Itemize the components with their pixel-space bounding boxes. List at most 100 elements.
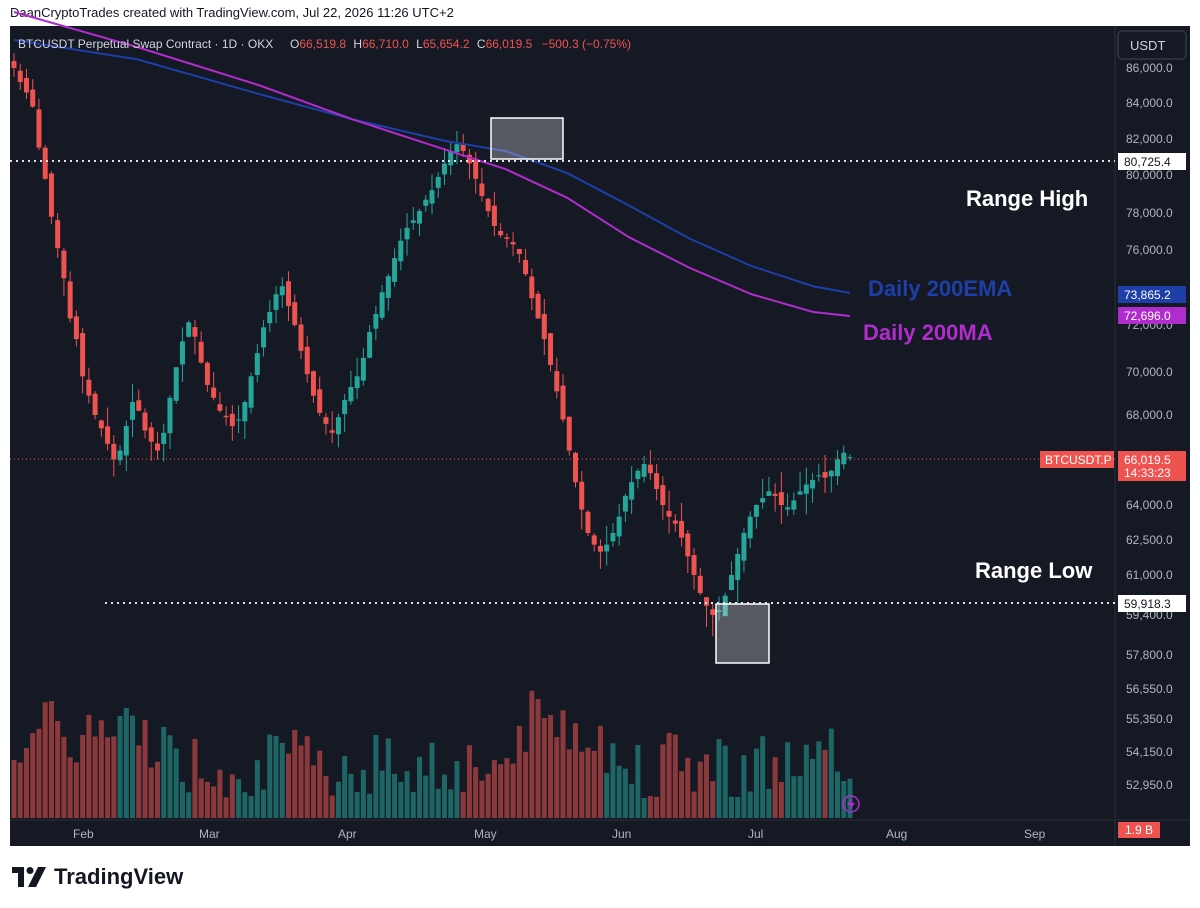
volume-bar [572, 723, 578, 818]
ma-label: Daily 200MA [863, 320, 993, 345]
candle-body [417, 211, 423, 224]
candle-body [610, 533, 616, 542]
candle-body [460, 143, 466, 152]
legend-low-value: 65,654.2 [423, 37, 470, 51]
volume-bar [616, 765, 622, 818]
volume-bar [828, 728, 834, 818]
candle-body [666, 510, 672, 517]
candle-body [198, 341, 204, 363]
volume-bar [123, 707, 129, 818]
volume-bar [148, 767, 154, 818]
range-low-tag-text: 59,918.3 [1124, 597, 1171, 611]
volume-bar [535, 699, 541, 818]
volume-bar [654, 796, 660, 818]
countdown-text: 14:33:23 [1124, 466, 1171, 480]
volume-bar [192, 738, 198, 818]
volume-bar [722, 745, 728, 818]
candle-body [510, 242, 516, 245]
volume-bar [579, 751, 585, 818]
range-low-tag [1118, 595, 1186, 612]
volume-bar [485, 773, 491, 818]
volume-bar [417, 756, 423, 818]
volume-bar [441, 774, 447, 818]
moving-average-layer [13, 11, 851, 317]
volume-bar [604, 772, 610, 818]
candle-body [67, 281, 73, 319]
symbol-name-tag [1040, 451, 1114, 468]
price-chart[interactable]: BTCUSDT Perpetual Swap Contract · 1D · O… [0, 0, 1200, 846]
price-axis[interactable]: 86,000.0 84,000.0 82,000.0 80,000.0 78,000.0… [1126, 61, 1173, 792]
legend-high-label: H [353, 37, 362, 51]
candle-body [385, 276, 391, 298]
candle-body [167, 397, 173, 434]
currency-button[interactable] [1117, 30, 1187, 60]
volume-bar [267, 734, 273, 818]
candle-body [248, 376, 254, 408]
volume-bar [797, 775, 803, 818]
volume-bar [179, 781, 185, 818]
candle-body [236, 419, 242, 421]
candle-body [217, 404, 223, 411]
volume-bar [785, 742, 791, 818]
candle-body [772, 493, 778, 496]
candle-body [111, 443, 117, 460]
candle-body [105, 426, 111, 444]
volume-bar [398, 781, 404, 818]
ema-tag-text: 73,865.2 [1124, 288, 1171, 302]
chart-panel[interactable] [10, 26, 1190, 846]
volume-bar [323, 775, 329, 818]
candle-body [554, 371, 560, 392]
volume-bar [61, 736, 67, 818]
volume-bar [392, 773, 398, 818]
candle-body [242, 402, 248, 422]
ma200-line [13, 11, 851, 317]
candle-body [17, 70, 23, 82]
candle-body [785, 507, 791, 510]
volume-bar [554, 737, 560, 818]
volume-bar [728, 796, 734, 818]
volume-bar [217, 769, 223, 818]
range-high-label: Range High [966, 186, 1088, 211]
volume-bar [610, 743, 616, 818]
volume-bar [473, 767, 479, 818]
candle-body [360, 357, 366, 381]
candle-body [835, 459, 841, 477]
volume-bar [766, 788, 772, 818]
candle-body [392, 258, 398, 282]
volume-bar [716, 739, 722, 818]
candle-body [404, 227, 410, 240]
volume-bar [778, 781, 784, 818]
candle-body [504, 237, 510, 239]
candle-body [423, 199, 429, 206]
candle-body [697, 575, 703, 594]
time-axis[interactable]: Feb Mar Apr May Jun Jul Aug Sep [73, 827, 1046, 841]
range-high-tag-text: 80,725.4 [1124, 155, 1171, 169]
volume-bar [803, 744, 809, 818]
volume-bar [666, 732, 672, 818]
candle-body [161, 432, 167, 445]
time-tick-label: May [474, 827, 497, 841]
tradingview-logo[interactable]: TradingView [12, 864, 183, 890]
volume-bar [117, 715, 123, 818]
candle-body [722, 595, 728, 617]
legend-low-label: L [416, 37, 423, 51]
volume-bar [591, 750, 597, 818]
volume-bar [198, 778, 204, 818]
candle-body [635, 470, 641, 480]
ema-label: Daily 200EMA [868, 276, 1012, 301]
price-tick-label: 82,000.0 [1126, 132, 1173, 146]
volume-bar [73, 762, 79, 818]
volume-bar [236, 779, 242, 818]
volume-bar [310, 765, 316, 818]
candle-body [473, 158, 479, 179]
price-tick-label: 70,000.0 [1126, 365, 1173, 379]
legend-open-label: O [290, 37, 299, 51]
ma-tag-text: 72,696.0 [1124, 309, 1171, 323]
time-tick-label: Apr [338, 827, 357, 841]
volume-bar [504, 758, 510, 818]
candle-body [585, 511, 591, 533]
volume-bar [80, 735, 86, 818]
price-tick-label: 62,500.0 [1126, 533, 1173, 547]
legend-ohlc: O66,519.8 H66,710.0 L65,654.2 C66,019.5 … [290, 37, 631, 51]
lightning-icon[interactable] [842, 795, 860, 813]
